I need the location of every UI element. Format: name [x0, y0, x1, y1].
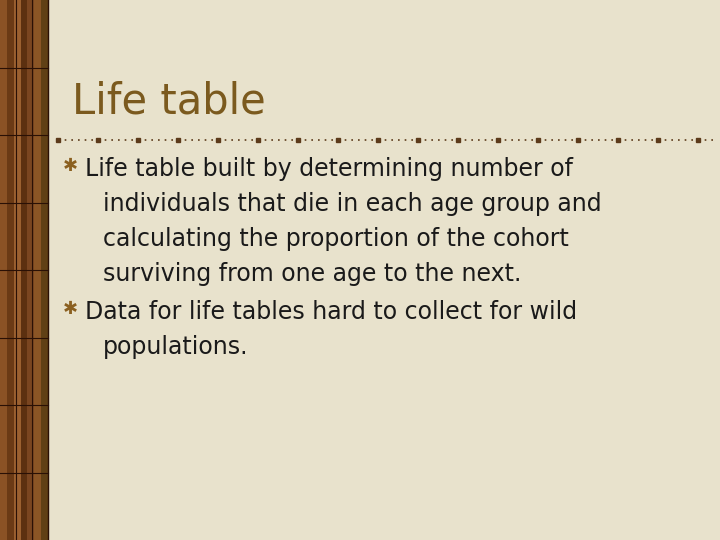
Text: ✱: ✱: [63, 157, 78, 175]
Text: Life table built by determining number of: Life table built by determining number o…: [85, 157, 573, 181]
Bar: [0, 0, 7, 540]
Bar: [14, 0, 21, 540]
Text: calculating the proportion of the cohort: calculating the proportion of the cohort: [103, 227, 569, 251]
Text: populations.: populations.: [103, 335, 248, 359]
Text: Life table: Life table: [72, 80, 266, 122]
Text: surviving from one age to the next.: surviving from one age to the next.: [103, 262, 521, 286]
Bar: [0, 0, 48, 540]
Bar: [7, 0, 14, 540]
Text: Data for life tables hard to collect for wild: Data for life tables hard to collect for…: [85, 300, 577, 324]
Bar: [41, 0, 48, 540]
Text: individuals that die in each age group and: individuals that die in each age group a…: [103, 192, 602, 216]
Text: ✱: ✱: [63, 300, 78, 318]
Bar: [21, 0, 27, 540]
Bar: [35, 0, 41, 540]
Bar: [27, 0, 35, 540]
